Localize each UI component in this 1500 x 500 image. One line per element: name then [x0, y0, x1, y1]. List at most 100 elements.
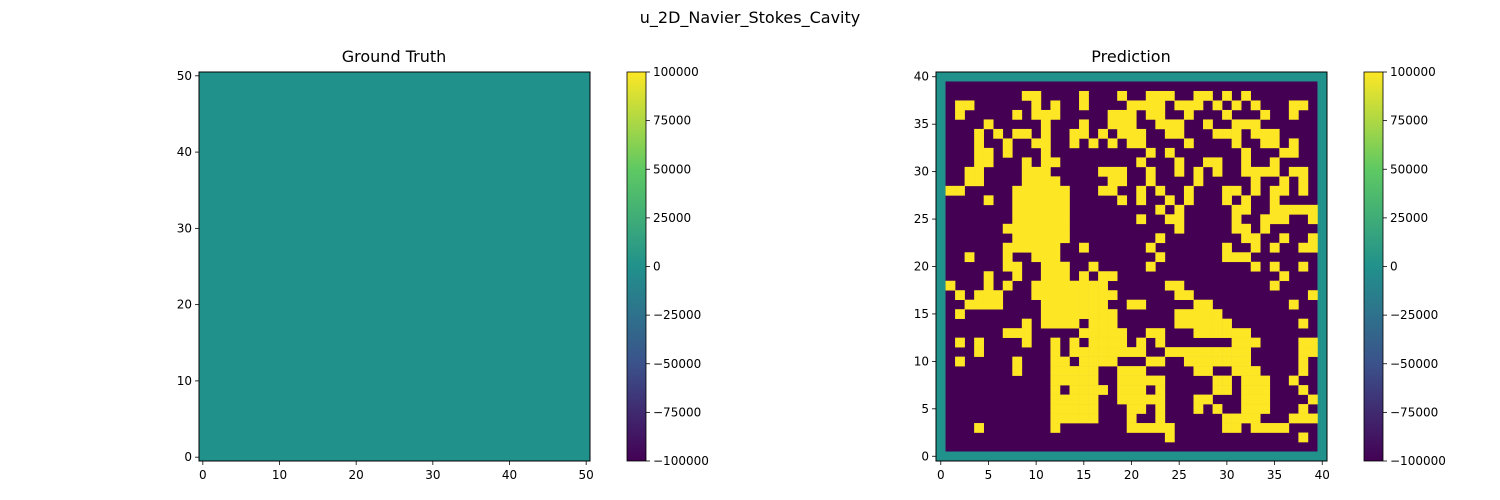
prediction-cell-high: [1107, 176, 1118, 187]
x-tick-label: 0: [199, 468, 207, 482]
prediction-cell-high: [1250, 413, 1261, 424]
prediction-cell-high: [1174, 290, 1185, 301]
x-tick-label: 40: [1315, 468, 1330, 482]
prediction-cell-high: [1117, 385, 1128, 395]
prediction-cell-high: [1126, 128, 1137, 139]
prediction-cell-high: [1069, 413, 1080, 424]
prediction-cell-high: [1031, 166, 1042, 177]
prediction-cell-high: [1269, 204, 1280, 215]
prediction-cell-high: [1269, 214, 1280, 225]
colorbar-tick-label: 0: [1390, 260, 1398, 274]
prediction-cell-high: [1279, 176, 1290, 187]
colorbar-tick-label: −50000: [1390, 357, 1438, 371]
ground-truth-title: Ground Truth: [342, 47, 447, 66]
prediction-cell-high: [1040, 214, 1051, 225]
prediction-cell-high: [1298, 242, 1309, 253]
prediction-cell-high: [1050, 337, 1061, 348]
prediction-cell-high: [1222, 195, 1232, 206]
prediction-cell-high: [1059, 223, 1070, 234]
prediction-cell-high: [1107, 290, 1118, 301]
prediction-cell-high: [1050, 356, 1061, 367]
prediction-cell-high: [993, 128, 1004, 139]
prediction-cell-high: [1126, 423, 1137, 433]
prediction-cell-high: [1241, 157, 1252, 168]
prediction-cell-high: [1117, 394, 1128, 405]
prediction-cell-high: [1241, 147, 1252, 158]
prediction-cell-high: [1298, 318, 1309, 329]
prediction-cell-high: [1126, 100, 1137, 111]
prediction-cell-high: [1050, 176, 1061, 187]
prediction-cell-high: [1012, 128, 1023, 139]
prediction-cell-high: [1155, 375, 1166, 386]
prediction-cell-high: [1059, 233, 1070, 244]
prediction-cell-high: [983, 147, 994, 158]
prediction-cell-high: [1136, 337, 1147, 348]
prediction-cell-high: [1040, 271, 1051, 282]
y-tick-label: 40: [914, 70, 929, 84]
prediction-cell-high: [1164, 195, 1175, 206]
prediction-cell-high: [1212, 309, 1223, 319]
prediction-cell-high: [1203, 394, 1213, 405]
prediction-cell-high: [1298, 413, 1309, 424]
prediction-cell-high: [1088, 280, 1099, 291]
prediction-cell-high: [1164, 119, 1175, 130]
prediction-cell-high: [1193, 347, 1204, 357]
prediction-cell-high: [1117, 366, 1128, 376]
prediction-cell-high: [1059, 185, 1070, 196]
prediction-cell-high: [1050, 109, 1061, 120]
prediction-cell-high: [1021, 223, 1032, 234]
prediction-cell-high: [1031, 204, 1042, 215]
prediction-cell-high: [1298, 356, 1309, 367]
prediction-cell-high: [1098, 290, 1108, 301]
y-tick-label: 40: [177, 145, 192, 159]
prediction-cell-high: [1174, 128, 1185, 139]
colorbar-tick-label: 50000: [653, 162, 691, 176]
prediction-cell-high: [1203, 309, 1213, 319]
prediction-cell-high: [1260, 214, 1271, 225]
prediction-cell-high: [1031, 223, 1042, 234]
prediction-cell-high: [993, 299, 1004, 310]
prediction-cell-high: [1098, 309, 1108, 319]
prediction-cell-high: [1174, 223, 1185, 234]
prediction-cell-high: [1059, 299, 1070, 310]
y-tick-label: 0: [921, 449, 929, 463]
prediction-cell-high: [1136, 375, 1147, 386]
prediction-cell-high: [1079, 394, 1089, 405]
prediction-cell-high: [1193, 394, 1204, 405]
prediction-cell-high: [1021, 328, 1032, 338]
prediction-cell-high: [1298, 432, 1309, 443]
prediction-cell-high: [1012, 271, 1023, 282]
prediction-cell-high: [1231, 223, 1242, 234]
prediction-cell-high: [1222, 109, 1232, 120]
prediction-cell-high: [1250, 166, 1261, 177]
prediction-cell-high: [1145, 356, 1156, 367]
prediction-cell-high: [1183, 309, 1194, 319]
prediction-cell-high: [1059, 394, 1070, 405]
prediction-y-ticks: 0 5 10 15 20 25 30 35 40: [914, 70, 936, 463]
prediction-cell-high: [1107, 309, 1118, 319]
prediction-cell-high: [1203, 356, 1213, 367]
y-tick-label: 10: [914, 354, 929, 368]
prediction-cell-high: [1212, 128, 1223, 139]
prediction-cell-high: [1117, 328, 1128, 338]
x-tick-label: 20: [349, 468, 364, 482]
prediction-cell-high: [1098, 166, 1108, 177]
prediction-cell-high: [955, 185, 965, 196]
prediction-cell-high: [1069, 375, 1080, 386]
prediction-cell-high: [1155, 185, 1166, 196]
prediction-cell-high: [1079, 404, 1089, 414]
prediction-cell-high: [1155, 328, 1166, 338]
prediction-cell-high: [1040, 185, 1051, 196]
y-tick-label: 50: [177, 69, 192, 83]
prediction-cell-high: [1155, 404, 1166, 414]
prediction-cell-high: [1250, 119, 1261, 130]
prediction-cell-high: [1203, 299, 1213, 310]
prediction-cell-high: [1031, 214, 1042, 225]
prediction-cell-high: [1002, 138, 1013, 149]
prediction-cell-high: [1307, 413, 1318, 424]
prediction-cell-high: [1012, 242, 1023, 253]
prediction-cell-high: [1059, 280, 1070, 291]
prediction-cell-high: [1241, 366, 1252, 376]
prediction-cell-high: [1155, 252, 1166, 263]
prediction-cell-high: [1174, 309, 1185, 319]
